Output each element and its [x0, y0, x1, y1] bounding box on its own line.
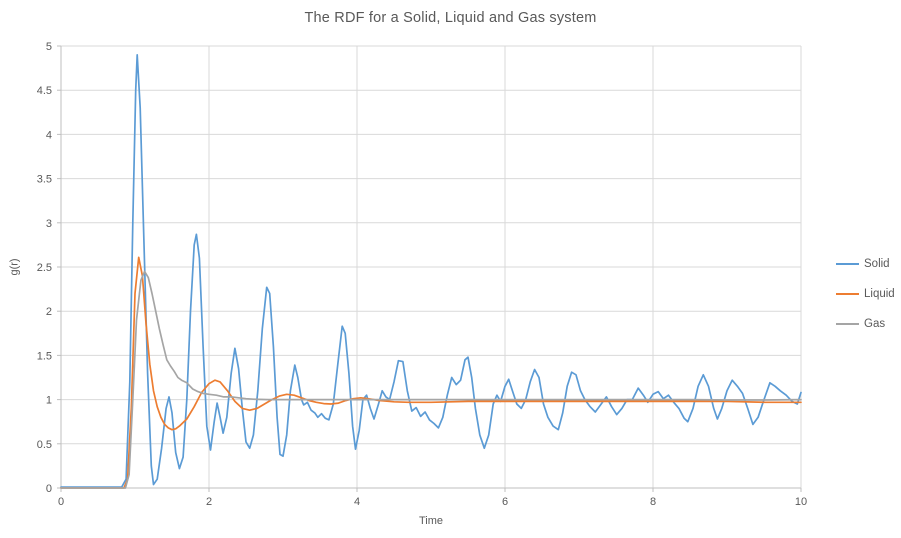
liquid-line-swatch: [836, 293, 859, 295]
y-tick-label: 4: [46, 129, 52, 141]
y-tick-label: 1.5: [37, 350, 52, 362]
x-tick-label: 6: [502, 496, 508, 508]
y-axis-title: g(r): [8, 258, 21, 276]
y-tick-label: 0: [46, 483, 52, 495]
chart-title: The RDF for a Solid, Liquid and Gas syst…: [304, 10, 597, 26]
y-tick-label: 2.5: [37, 262, 52, 274]
y-tick-label: 0.5: [37, 439, 52, 451]
legend: Solid Liquid Gas: [836, 254, 895, 344]
x-tick-label: 10: [795, 496, 807, 508]
x-tick-label: 2: [206, 496, 212, 508]
solid-line-swatch: [836, 263, 859, 265]
series-line-solid: [60, 53, 802, 488]
gas-line-swatch: [836, 323, 859, 325]
x-tick-label: 0: [58, 496, 64, 508]
legend-label: Solid: [864, 258, 890, 270]
legend-item-liquid: Liquid: [836, 284, 895, 304]
y-tick-label: 2: [46, 306, 52, 318]
y-tick-label: 5: [46, 41, 52, 53]
y-tick-label: 4.5: [37, 85, 52, 97]
y-tick-label: 3.5: [37, 174, 52, 186]
legend-label: Liquid: [864, 288, 895, 300]
legend-item-solid: Solid: [836, 254, 895, 274]
x-tick-label: 4: [354, 496, 360, 508]
series-line-liquid: [60, 256, 802, 489]
x-axis-title: Time: [418, 515, 444, 527]
y-tick-label: 1: [46, 395, 52, 407]
y-tick-label: 3: [46, 218, 52, 230]
legend-item-gas: Gas: [836, 314, 895, 334]
x-tick-label: 8: [650, 496, 656, 508]
legend-label: Gas: [864, 318, 886, 330]
series-line-gas: [60, 270, 802, 489]
